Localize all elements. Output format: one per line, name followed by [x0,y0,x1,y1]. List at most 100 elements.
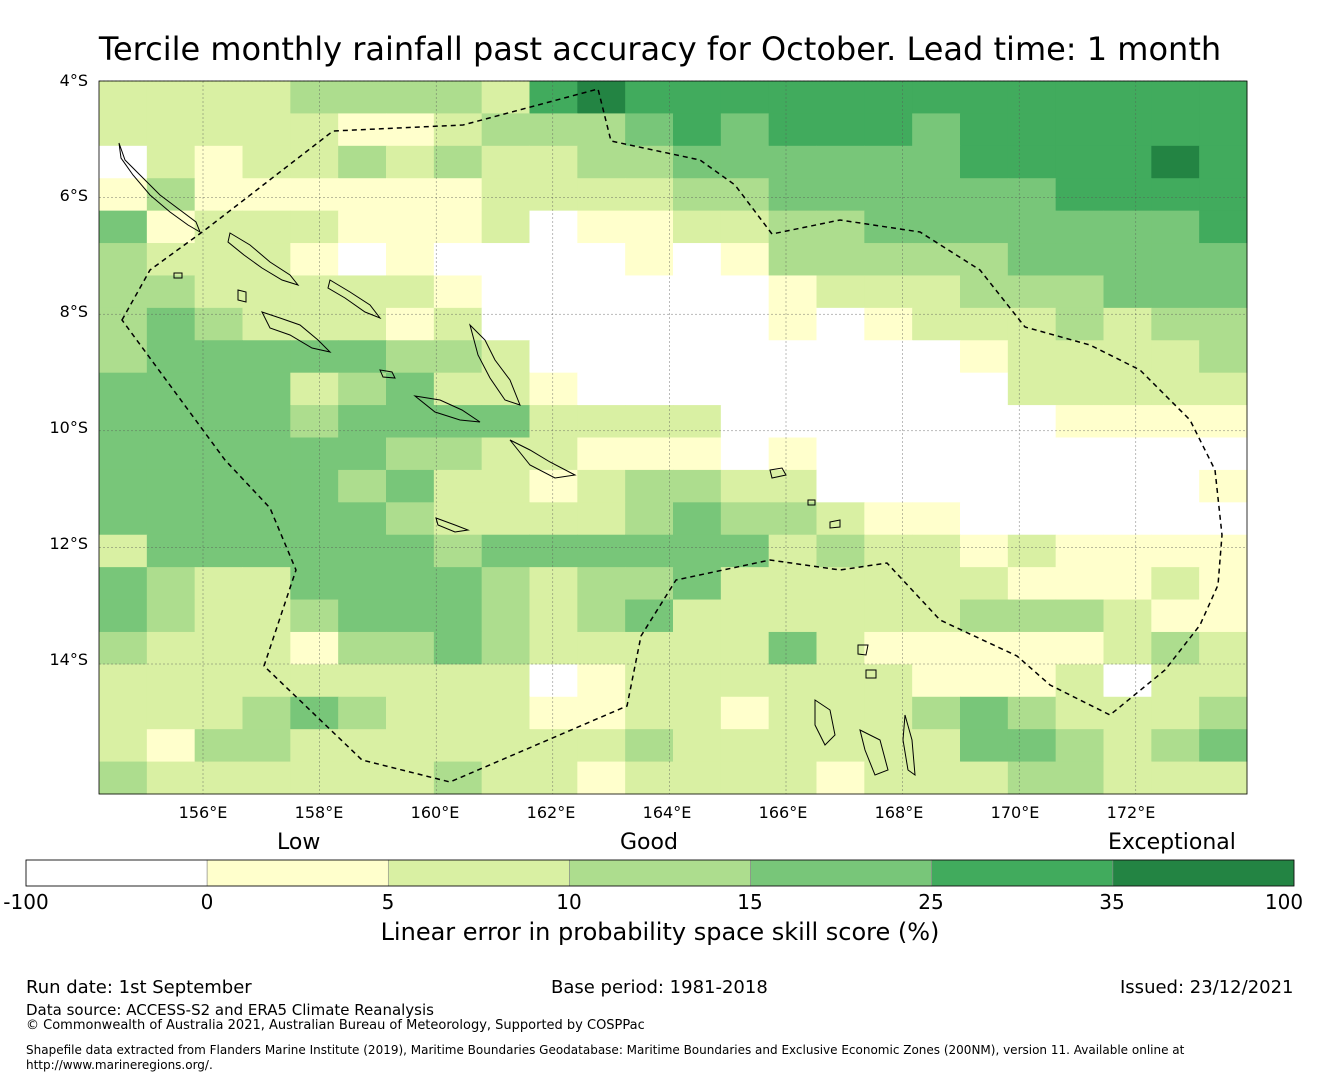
skill-grid-cells [99,81,1248,795]
colorbar-segment [1112,859,1295,887]
skill-cell [194,275,243,309]
skill-cell [194,696,243,730]
skill-cell [1151,113,1200,147]
skill-cell [194,599,243,633]
skill-cell [1199,664,1248,698]
skill-cell [1199,275,1248,309]
skill-cell [960,729,1009,763]
skill-cell [1103,664,1152,698]
skill-cell [529,729,578,763]
island-coastline [173,272,183,279]
skill-cell [481,696,530,730]
skill-cell [146,340,196,374]
skill-cell [194,502,243,536]
skill-cell [577,243,626,276]
skill-cell [99,372,148,406]
island-coastline [435,517,470,533]
skill-cell [194,243,243,276]
skill-cell [1055,178,1104,212]
skill-cell [386,437,435,471]
skill-cell [1007,761,1057,795]
skill-cell [1055,405,1104,438]
skill-cell [1055,145,1104,179]
skill-cell [1199,631,1248,665]
skill-cell [1007,437,1057,471]
island-coastline [509,439,577,479]
skill-cell [529,81,578,114]
skill-cell [338,729,387,763]
skill-cell [146,145,196,179]
skill-cell [864,729,913,763]
skill-cell [290,243,339,276]
skill-cell [146,599,196,633]
skill-cell [529,567,578,601]
skill-cell [1199,502,1248,536]
skill-cell [864,307,913,341]
skill-cell [1103,534,1152,568]
skill-cell [99,145,148,179]
skill-cell [242,534,291,568]
skill-cell [242,761,291,795]
skill-cell [1103,469,1152,503]
skill-cell [386,567,435,601]
lat-tick-label: 6°S [59,186,88,205]
skill-cell [338,405,387,438]
skill-cell [1007,113,1057,147]
skill-cell [864,567,913,601]
skill-cell [864,243,913,276]
skill-cell [99,113,148,147]
skill-cell [481,502,530,536]
skill-cell [338,243,387,276]
skill-cell [625,534,674,568]
skill-cell [338,599,387,633]
skill-cell [768,145,817,179]
skill-cell [1199,372,1248,406]
skill-cell [768,534,817,568]
lon-tick-label: 158°E [294,803,344,822]
skill-cell [1151,502,1200,536]
skill-cell [1103,275,1152,309]
skill-cell [433,210,483,244]
skill-cell [912,145,961,179]
lat-tick-label: 8°S [59,302,88,321]
skill-cell [1007,243,1057,276]
skill-cell [99,405,148,438]
colorbar-segment [25,859,208,887]
lon-tick-label: 156°E [178,803,228,822]
skill-cell [625,502,674,536]
skill-cell [625,761,674,795]
skill-cell [768,178,817,212]
skill-cell [864,761,913,795]
skill-cell [720,761,770,795]
skill-cell [1103,696,1152,730]
skill-cell [146,664,196,698]
skill-cell [529,243,578,276]
skill-cell [960,534,1009,568]
skill-cell [577,664,626,698]
skill-cell [1055,534,1104,568]
skill-cell [242,210,291,244]
skill-cell [960,567,1009,601]
skill-cell [338,178,387,212]
skill-cell [720,178,770,212]
skill-cell [529,210,578,244]
skill-cell [1151,567,1200,601]
shapefile-credit-line-1: Shapefile data extracted from Flanders M… [26,1043,1185,1057]
skill-cell [577,502,626,536]
skill-cell [577,631,626,665]
skill-cell [816,340,865,374]
skill-cell [577,696,626,730]
skill-cell [433,567,483,601]
skill-cell [529,307,578,341]
skill-cell [912,340,961,374]
skill-cell [386,405,435,438]
skill-cell [720,145,770,179]
skill-cell [912,664,961,698]
skill-cell [768,502,817,536]
skill-cell [720,372,770,406]
skill-cell [529,469,578,503]
skill-cell [720,81,770,114]
skill-cell [99,567,148,601]
skill-cell [577,145,626,179]
skill-cell [912,631,961,665]
